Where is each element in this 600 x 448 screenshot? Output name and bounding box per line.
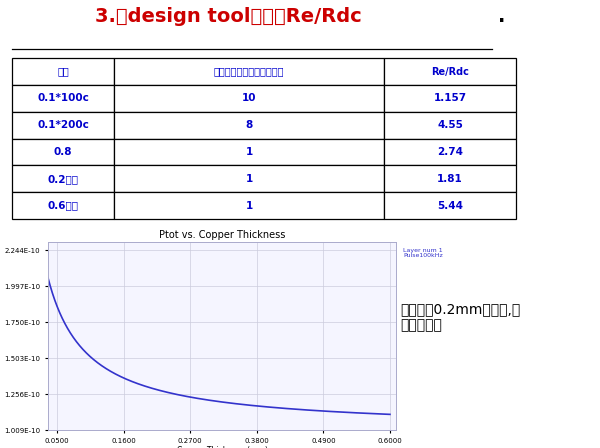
FancyBboxPatch shape [384,58,516,85]
Text: 5.44: 5.44 [437,201,463,211]
FancyBboxPatch shape [114,138,384,165]
Text: 0.8: 0.8 [54,147,72,157]
X-axis label: Copper Thickness (mm): Copper Thickness (mm) [176,447,268,448]
Text: 1: 1 [245,147,253,157]
Text: 4.55: 4.55 [437,120,463,130]
FancyBboxPatch shape [114,58,384,85]
Text: 厚度大于0.2mm的铜箔,损
耗基本相同: 厚度大于0.2mm的铜箔,损 耗基本相同 [400,302,520,332]
Text: 0.6铜箔: 0.6铜箔 [47,201,79,211]
Text: 1.157: 1.157 [433,94,467,103]
Text: 0.2铜箔: 0.2铜箔 [47,174,79,184]
FancyBboxPatch shape [12,112,114,138]
FancyBboxPatch shape [384,192,516,219]
Text: 线型: 线型 [57,67,69,77]
FancyBboxPatch shape [384,112,516,138]
Text: 8: 8 [245,120,253,130]
FancyBboxPatch shape [114,112,384,138]
Text: 3.在design tool中计算Re/Rdc: 3.在design tool中计算Re/Rdc [95,7,361,26]
Text: 2.74: 2.74 [437,147,463,157]
Text: 0.1*100c: 0.1*100c [37,94,89,103]
Text: .: . [498,7,505,26]
FancyBboxPatch shape [114,165,384,192]
Text: 1.81: 1.81 [437,174,463,184]
FancyBboxPatch shape [384,138,516,165]
FancyBboxPatch shape [114,192,384,219]
Text: 10: 10 [242,94,256,103]
Text: 1: 1 [245,201,253,211]
Text: Layer num 1
Pulse100kHz: Layer num 1 Pulse100kHz [403,248,443,258]
FancyBboxPatch shape [384,165,516,192]
FancyBboxPatch shape [12,165,114,192]
FancyBboxPatch shape [12,58,114,85]
FancyBboxPatch shape [114,85,384,112]
FancyBboxPatch shape [12,85,114,112]
FancyBboxPatch shape [384,85,516,112]
Y-axis label: Ptot (W): Ptot (W) [0,320,1,352]
Title: Ptot vs. Copper Thickness: Ptot vs. Copper Thickness [159,230,285,240]
Text: 导线层数，或铜箔绕组圈数: 导线层数，或铜箔绕组圈数 [214,67,284,77]
Text: 0.1*200c: 0.1*200c [37,120,89,130]
Text: Re/Rdc: Re/Rdc [431,67,469,77]
Text: 1: 1 [245,174,253,184]
FancyBboxPatch shape [12,192,114,219]
FancyBboxPatch shape [12,138,114,165]
